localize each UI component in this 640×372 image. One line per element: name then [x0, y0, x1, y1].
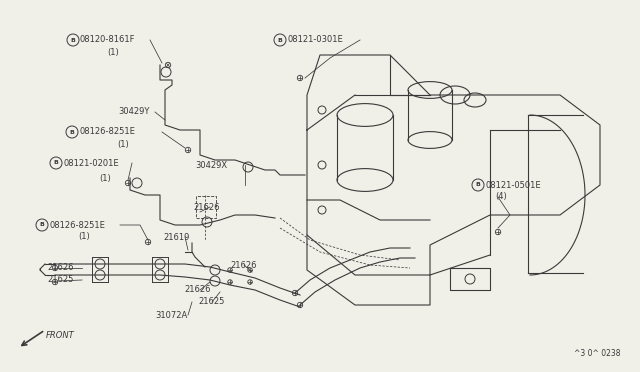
Text: (4): (4): [495, 192, 507, 202]
Text: 08126-8251E: 08126-8251E: [49, 221, 105, 230]
Text: B: B: [278, 38, 282, 42]
Text: B: B: [70, 129, 74, 135]
Text: 08120-8161F: 08120-8161F: [80, 35, 136, 45]
Text: (1): (1): [117, 141, 129, 150]
Text: 21626: 21626: [230, 260, 257, 269]
Text: 31072A: 31072A: [155, 311, 188, 320]
Text: 30429X: 30429X: [195, 160, 227, 170]
Text: 21626: 21626: [47, 263, 74, 273]
Text: FRONT: FRONT: [46, 330, 75, 340]
Text: 08121-0501E: 08121-0501E: [485, 180, 541, 189]
Text: 08121-0201E: 08121-0201E: [63, 158, 118, 167]
Text: (1): (1): [107, 48, 119, 57]
Text: (1): (1): [78, 232, 90, 241]
Text: B: B: [40, 222, 44, 228]
Text: 21625: 21625: [47, 276, 74, 285]
Text: B: B: [476, 183, 481, 187]
Text: 21619: 21619: [163, 232, 189, 241]
Text: B: B: [54, 160, 58, 166]
Text: 08126-8251E: 08126-8251E: [79, 128, 135, 137]
Text: 21626: 21626: [193, 202, 220, 212]
Text: 21625: 21625: [198, 298, 225, 307]
Text: 08121-0301E: 08121-0301E: [287, 35, 343, 45]
Text: ^3 0^ 0238: ^3 0^ 0238: [573, 349, 620, 358]
Text: 21626: 21626: [184, 285, 211, 295]
Text: (1): (1): [99, 173, 111, 183]
Text: 30429Y: 30429Y: [118, 108, 149, 116]
Text: B: B: [70, 38, 76, 42]
